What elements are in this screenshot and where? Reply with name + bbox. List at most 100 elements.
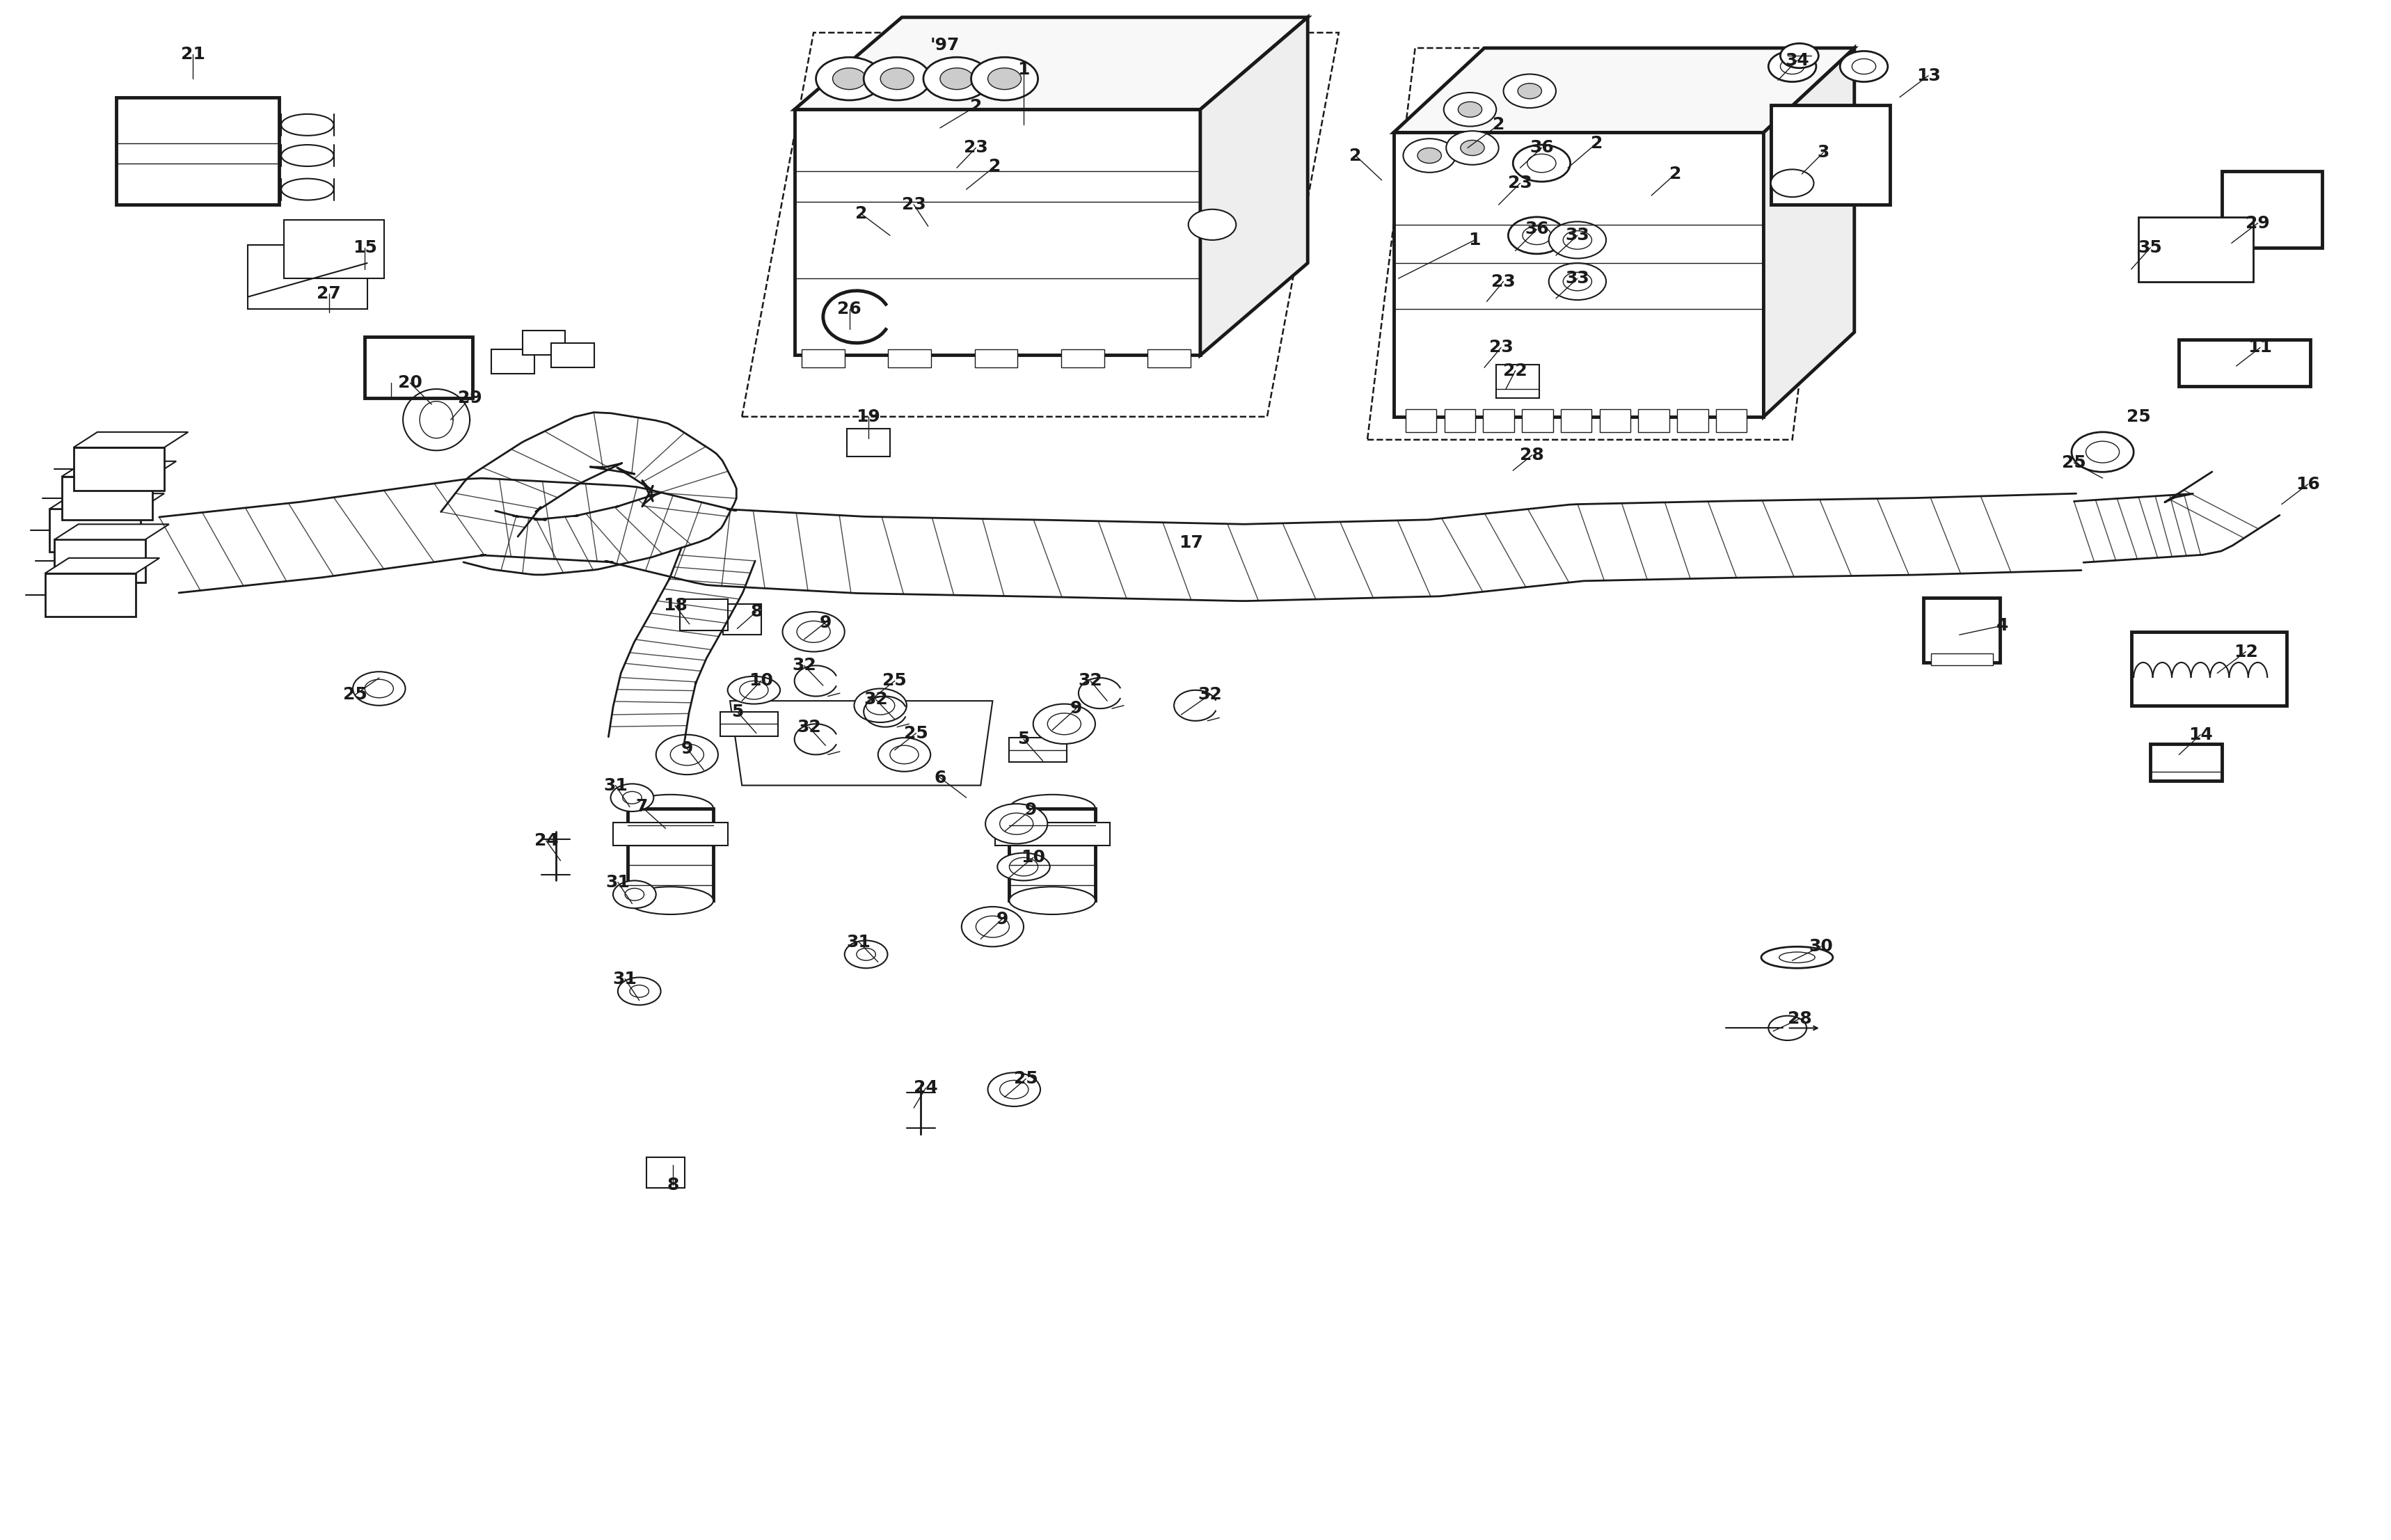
FancyBboxPatch shape (1009, 809, 1095, 901)
Polygon shape (1765, 48, 1855, 417)
Text: 23: 23 (1492, 273, 1516, 290)
Circle shape (866, 696, 894, 715)
Circle shape (1528, 154, 1557, 172)
Text: 30: 30 (1810, 938, 1834, 955)
Text: 11: 11 (2248, 339, 2271, 356)
Ellipse shape (1009, 795, 1095, 822)
Text: 21: 21 (182, 46, 206, 63)
FancyBboxPatch shape (1932, 653, 1992, 665)
Text: 2: 2 (990, 159, 1002, 174)
Polygon shape (1368, 48, 1841, 440)
Text: 32: 32 (796, 719, 820, 735)
Text: 8: 8 (751, 604, 763, 621)
FancyBboxPatch shape (1638, 410, 1669, 433)
FancyBboxPatch shape (1062, 350, 1105, 368)
Text: 4: 4 (1996, 618, 2008, 634)
Text: 35: 35 (2138, 239, 2161, 256)
Text: 13: 13 (1915, 68, 1941, 85)
Circle shape (863, 57, 930, 100)
Ellipse shape (282, 179, 335, 200)
Text: 25: 25 (344, 687, 368, 704)
FancyBboxPatch shape (626, 809, 713, 901)
Ellipse shape (1762, 947, 1834, 969)
FancyBboxPatch shape (2221, 171, 2322, 248)
Text: 5: 5 (732, 704, 744, 721)
FancyBboxPatch shape (366, 337, 471, 399)
FancyBboxPatch shape (1772, 105, 1891, 205)
Circle shape (1418, 148, 1442, 163)
FancyBboxPatch shape (2130, 631, 2286, 705)
Circle shape (961, 907, 1023, 947)
Polygon shape (794, 17, 1308, 109)
Text: 3: 3 (1817, 145, 1829, 160)
Text: 20: 20 (397, 374, 423, 391)
Ellipse shape (282, 145, 335, 166)
FancyBboxPatch shape (722, 604, 760, 634)
Circle shape (856, 949, 875, 961)
FancyBboxPatch shape (1523, 410, 1554, 433)
Circle shape (1047, 713, 1081, 735)
Circle shape (889, 745, 918, 764)
Text: 32: 32 (863, 691, 887, 708)
Polygon shape (74, 433, 189, 448)
Circle shape (940, 68, 973, 89)
Circle shape (1009, 858, 1038, 876)
Circle shape (1564, 231, 1592, 249)
Circle shape (880, 68, 913, 89)
Text: 6: 6 (935, 770, 947, 785)
Circle shape (739, 681, 768, 699)
Text: 29: 29 (2245, 214, 2269, 231)
Ellipse shape (1009, 887, 1095, 915)
Text: 15: 15 (351, 239, 378, 256)
FancyBboxPatch shape (612, 822, 727, 845)
Text: 36: 36 (1525, 220, 1549, 237)
Circle shape (1404, 139, 1456, 172)
Polygon shape (741, 32, 1339, 417)
Text: 36: 36 (1530, 140, 1554, 156)
Text: 2: 2 (1590, 136, 1602, 151)
Circle shape (1461, 140, 1485, 156)
Circle shape (1514, 145, 1571, 182)
FancyBboxPatch shape (74, 448, 165, 490)
Text: 17: 17 (1179, 534, 1203, 551)
Circle shape (971, 57, 1038, 100)
Circle shape (1444, 92, 1497, 126)
Circle shape (622, 792, 641, 804)
Text: 9: 9 (820, 614, 832, 631)
Text: 23: 23 (901, 197, 925, 213)
FancyBboxPatch shape (1717, 410, 1748, 433)
Circle shape (1841, 51, 1889, 82)
Circle shape (629, 986, 648, 998)
Polygon shape (794, 109, 1200, 356)
Circle shape (854, 688, 906, 722)
FancyBboxPatch shape (720, 711, 777, 736)
FancyBboxPatch shape (846, 430, 889, 457)
FancyBboxPatch shape (1406, 410, 1437, 433)
Text: 2: 2 (1492, 117, 1504, 132)
Circle shape (1033, 704, 1095, 744)
Circle shape (2085, 442, 2118, 464)
FancyBboxPatch shape (646, 1157, 684, 1187)
FancyBboxPatch shape (801, 350, 844, 368)
FancyBboxPatch shape (62, 476, 153, 519)
Circle shape (1188, 209, 1236, 240)
Polygon shape (1394, 48, 1855, 132)
FancyBboxPatch shape (976, 350, 1019, 368)
FancyBboxPatch shape (1009, 738, 1066, 762)
Text: 23: 23 (964, 140, 987, 156)
Text: 7: 7 (636, 799, 648, 815)
Text: 31: 31 (846, 933, 870, 950)
Circle shape (832, 68, 866, 89)
Text: 33: 33 (1566, 226, 1590, 243)
FancyBboxPatch shape (50, 508, 141, 551)
FancyBboxPatch shape (1497, 365, 1540, 399)
Circle shape (999, 1080, 1028, 1098)
Circle shape (366, 679, 395, 698)
Circle shape (354, 671, 406, 705)
Text: 31: 31 (603, 778, 626, 793)
Text: 29: 29 (457, 390, 483, 407)
Circle shape (999, 813, 1033, 835)
Text: 2: 2 (971, 99, 983, 116)
FancyBboxPatch shape (490, 350, 533, 374)
Text: 9: 9 (1026, 802, 1038, 818)
